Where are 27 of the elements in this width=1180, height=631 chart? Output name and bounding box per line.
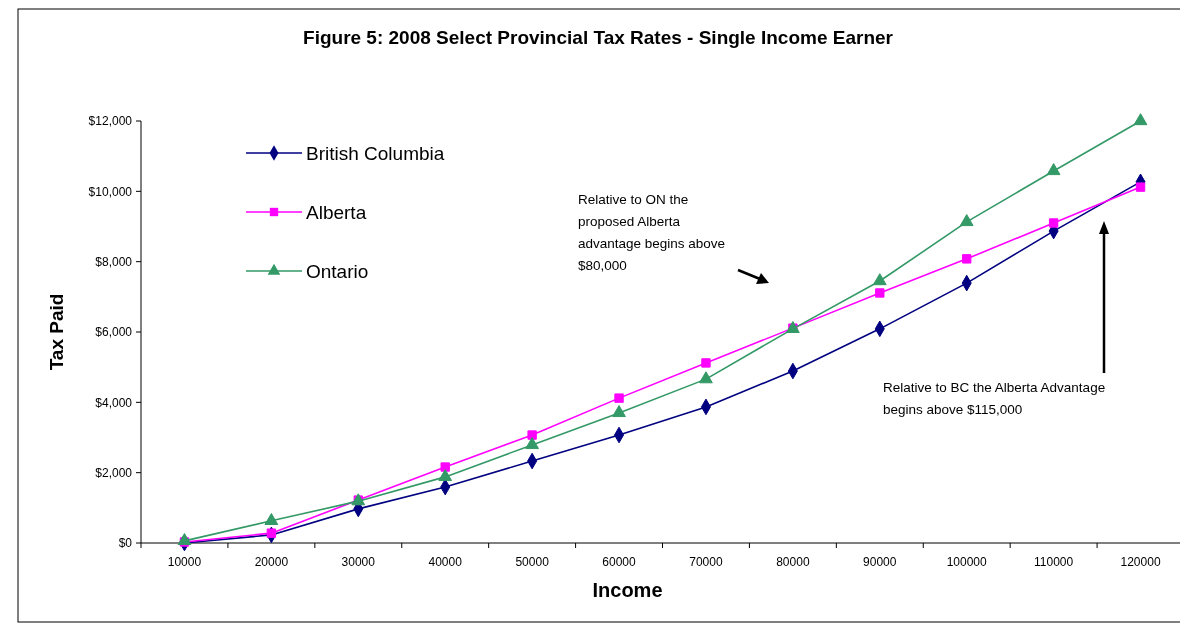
y-tick-label: $12,000 — [88, 114, 133, 129]
x-tick-label: 40000 — [428, 555, 463, 569]
y-tick-label: $4,000 — [95, 395, 133, 410]
annotation: Relative to BC the Alberta Advantage begins above $115,000 — [883, 380, 1106, 417]
x-tick-label: 80000 — [776, 555, 810, 569]
chart-title: Figure 5: 2008 Select Provincial Tax Rates - Single Income Earner — [303, 27, 894, 48]
x-tick-label: 120000 — [1120, 555, 1161, 569]
y-tick-label: $2,000 — [95, 465, 133, 480]
y-tick-label: $8,000 — [95, 254, 133, 269]
x-tick-label: 50000 — [515, 555, 550, 569]
legend-label: Ontario — [306, 260, 369, 282]
x-axis-title: Income — [592, 579, 663, 601]
x-tick-label: 100000 — [946, 555, 988, 569]
x-tick-label: 110000 — [1034, 555, 1074, 569]
x-tick-label: 90000 — [863, 555, 897, 569]
x-tick-label: 30000 — [341, 555, 376, 569]
x-tick-label: 70000 — [689, 555, 723, 569]
legend-label: Alberta — [306, 201, 367, 223]
y-axis-title: Tax Paid — [46, 293, 67, 371]
annotation: Relative to ON the proposed Alberta advantage begins above $80,000 — [578, 192, 726, 273]
x-tick-label: 10000 — [167, 555, 202, 569]
y-tick-label: $10,000 — [88, 184, 133, 199]
x-tick-label: 20000 — [254, 555, 289, 569]
legend-label: British Columbia — [306, 142, 445, 164]
x-tick-label: 60000 — [602, 555, 637, 569]
y-tick-label: $0 — [118, 536, 133, 551]
y-tick-label: $6,000 — [95, 325, 133, 340]
